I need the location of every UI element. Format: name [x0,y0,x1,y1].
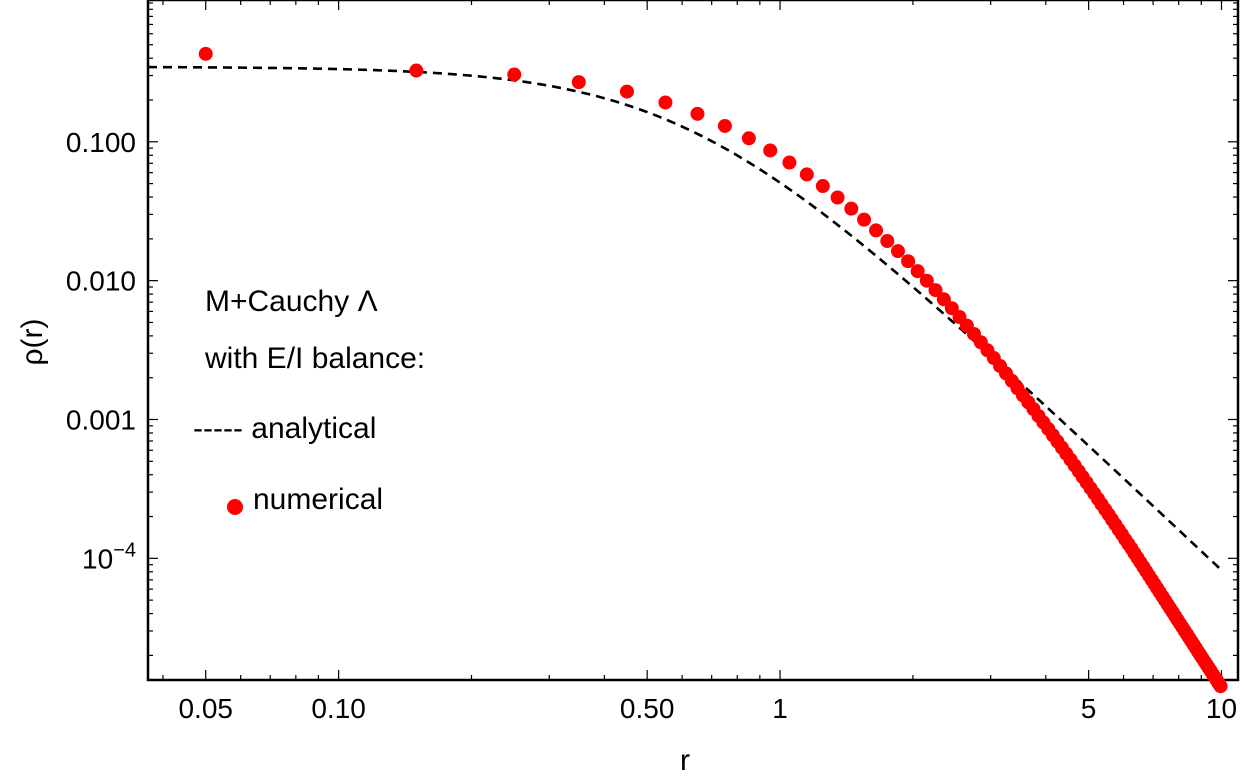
x-axis-title: r [680,744,690,776]
data-point [910,264,925,279]
numerical-points [198,46,1228,694]
tick-labels: 0.05 0.10 0.50 1 5 10 0.100 0.010 0.001 10−4 [66,127,1237,724]
data-point [717,118,732,133]
x-tick-label: 10 [1206,693,1237,724]
data-point [857,212,872,227]
y-axis-title: ρ(r) [16,318,49,365]
data-point [658,95,673,110]
data-point [198,46,213,61]
legend-title-line1: M+Cauchy Λ [205,285,378,318]
data-point [1213,679,1228,694]
x-tick-label: 0.10 [311,693,366,724]
legend-numerical-marker [227,499,243,515]
y-tick-label: 0.001 [66,404,136,435]
analytical-curve [147,65,1223,572]
data-point [890,244,905,259]
data-point [936,292,951,307]
y-tick-label: 0.100 [66,127,136,158]
data-point [919,273,934,288]
data-point [815,179,830,194]
data-point [690,106,705,121]
x-tick-label: 1 [772,693,788,724]
x-tick-label: 0.05 [178,693,233,724]
data-point [409,63,424,78]
data-point [763,143,778,158]
x-tick-label: 0.50 [620,693,675,724]
legend-numerical-label: numerical [253,483,383,516]
data-point [928,283,943,298]
data-point [901,254,916,269]
y-tick-label: 0.010 [66,266,136,297]
axis-ticks [148,0,1238,680]
data-point [782,155,797,170]
legend: M+Cauchy Λ with E/I balance: ----- analy… [193,285,425,516]
data-point [799,167,814,182]
data-point [741,131,756,146]
x-tick-label: 5 [1081,693,1097,724]
plot-frame [146,0,1240,682]
legend-analytical-label: ----- analytical [193,412,376,445]
y-tick-label: 10−4 [82,539,136,574]
legend-title-line2: with E/I balance: [204,342,425,375]
data-point [571,75,586,90]
data-point [619,84,634,99]
data-point [830,190,845,205]
data-point [844,201,859,216]
data-point [869,223,884,238]
data-point [507,67,522,82]
data-point [880,233,895,248]
